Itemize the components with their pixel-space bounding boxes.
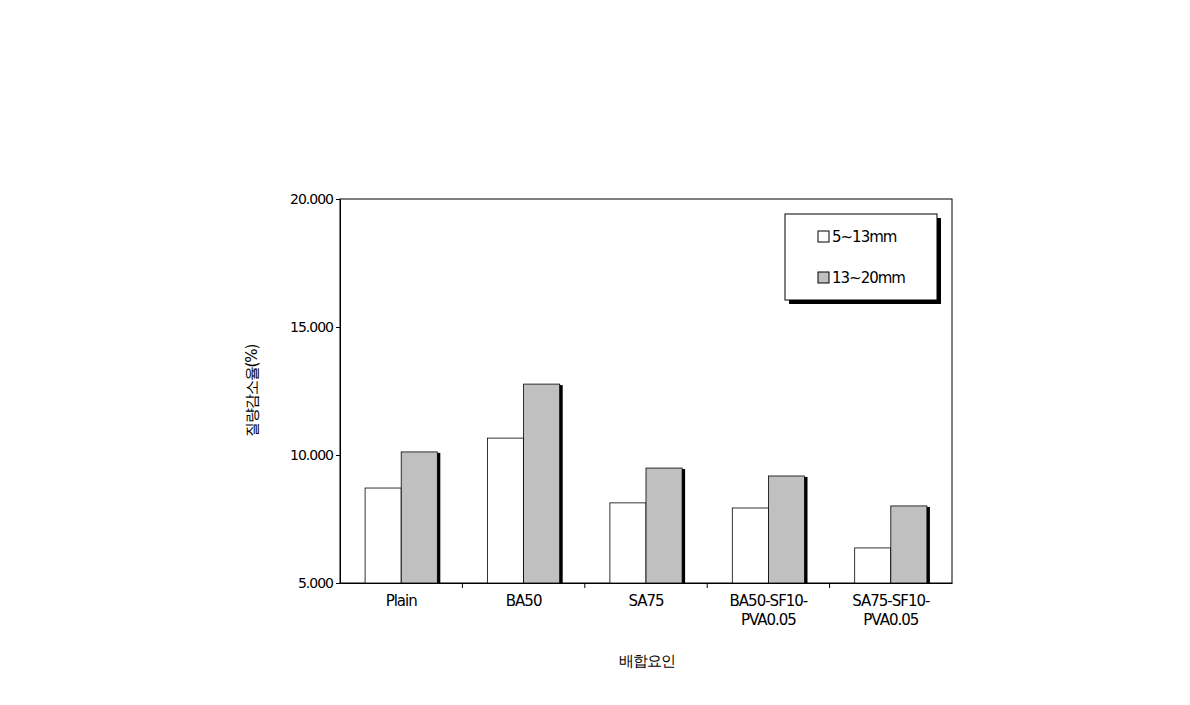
y-tick: 5.000 bbox=[298, 575, 340, 591]
y-tick: 10.000 bbox=[290, 447, 340, 463]
y-tick-label: 20.000 bbox=[290, 191, 333, 207]
x-tick: SA75 bbox=[628, 583, 664, 610]
legend-label: 13~20mm bbox=[832, 269, 905, 287]
bar bbox=[401, 452, 437, 583]
x-tick: BA50 bbox=[506, 583, 542, 610]
x-axis: Plain BA50 SA75 BA50-SF10-PVA0.05 SA75-SF10-… bbox=[341, 583, 953, 629]
bar bbox=[855, 548, 891, 583]
plot: 5.000 10.000 15.000 20.000 Plain BA50 SA75 BA50… bbox=[290, 191, 953, 629]
bar bbox=[768, 476, 804, 583]
y-tick-mark bbox=[336, 199, 340, 200]
y-axis: 5.000 10.000 15.000 20.000 bbox=[290, 191, 341, 591]
x-axis-line bbox=[341, 583, 953, 584]
y-tick-label: 10.000 bbox=[290, 447, 333, 463]
x-tick-label: Plain bbox=[386, 592, 418, 610]
series bbox=[365, 438, 894, 583]
legend-swatch bbox=[818, 272, 829, 283]
x-tick-label: BA50-SF10-PVA0.05 bbox=[730, 592, 808, 630]
chart: 5.000 10.000 15.000 20.000 Plain BA50 SA75 BA50… bbox=[0, 0, 1190, 705]
legend-box bbox=[785, 214, 937, 300]
x-tick-label: SA75 bbox=[628, 592, 664, 610]
x-axis-title: 배합요인 bbox=[619, 652, 675, 670]
x-tick: BA50-SF10-PVA0.05 bbox=[730, 583, 808, 629]
bar bbox=[891, 506, 927, 583]
legend: 5~13mm 13~20mm bbox=[785, 214, 941, 304]
y-tick-label: 5.000 bbox=[298, 575, 333, 591]
category-divider bbox=[462, 583, 463, 588]
series bbox=[401, 384, 930, 583]
category-divider bbox=[829, 583, 830, 588]
category-divider bbox=[707, 583, 708, 588]
y-tick-mark bbox=[336, 455, 340, 456]
x-tick-label: SA75-SF10-PVA0.05 bbox=[852, 592, 930, 630]
y-tick: 20.000 bbox=[290, 191, 340, 207]
y-tick: 15.000 bbox=[290, 319, 340, 335]
x-tick: Plain bbox=[386, 583, 418, 610]
legend-swatch bbox=[818, 231, 829, 242]
x-tick: SA75-SF10-PVA0.05 bbox=[852, 583, 930, 629]
x-tick-label: BA50 bbox=[506, 592, 542, 610]
bar bbox=[646, 468, 682, 583]
bars bbox=[365, 384, 930, 583]
bar bbox=[610, 503, 646, 583]
y-tick-label: 15.000 bbox=[290, 319, 333, 335]
bar bbox=[365, 488, 401, 583]
y-axis-title: 질량감소율(%) bbox=[243, 344, 261, 437]
y-tick-mark bbox=[336, 583, 340, 584]
bar bbox=[524, 384, 560, 583]
plot-frame bbox=[340, 199, 952, 583]
bar bbox=[487, 438, 523, 583]
legend-label: 5~13mm bbox=[832, 228, 897, 246]
bar bbox=[732, 508, 768, 583]
y-axis-line bbox=[336, 200, 341, 584]
y-tick-mark bbox=[336, 327, 340, 328]
category-divider bbox=[584, 583, 585, 588]
